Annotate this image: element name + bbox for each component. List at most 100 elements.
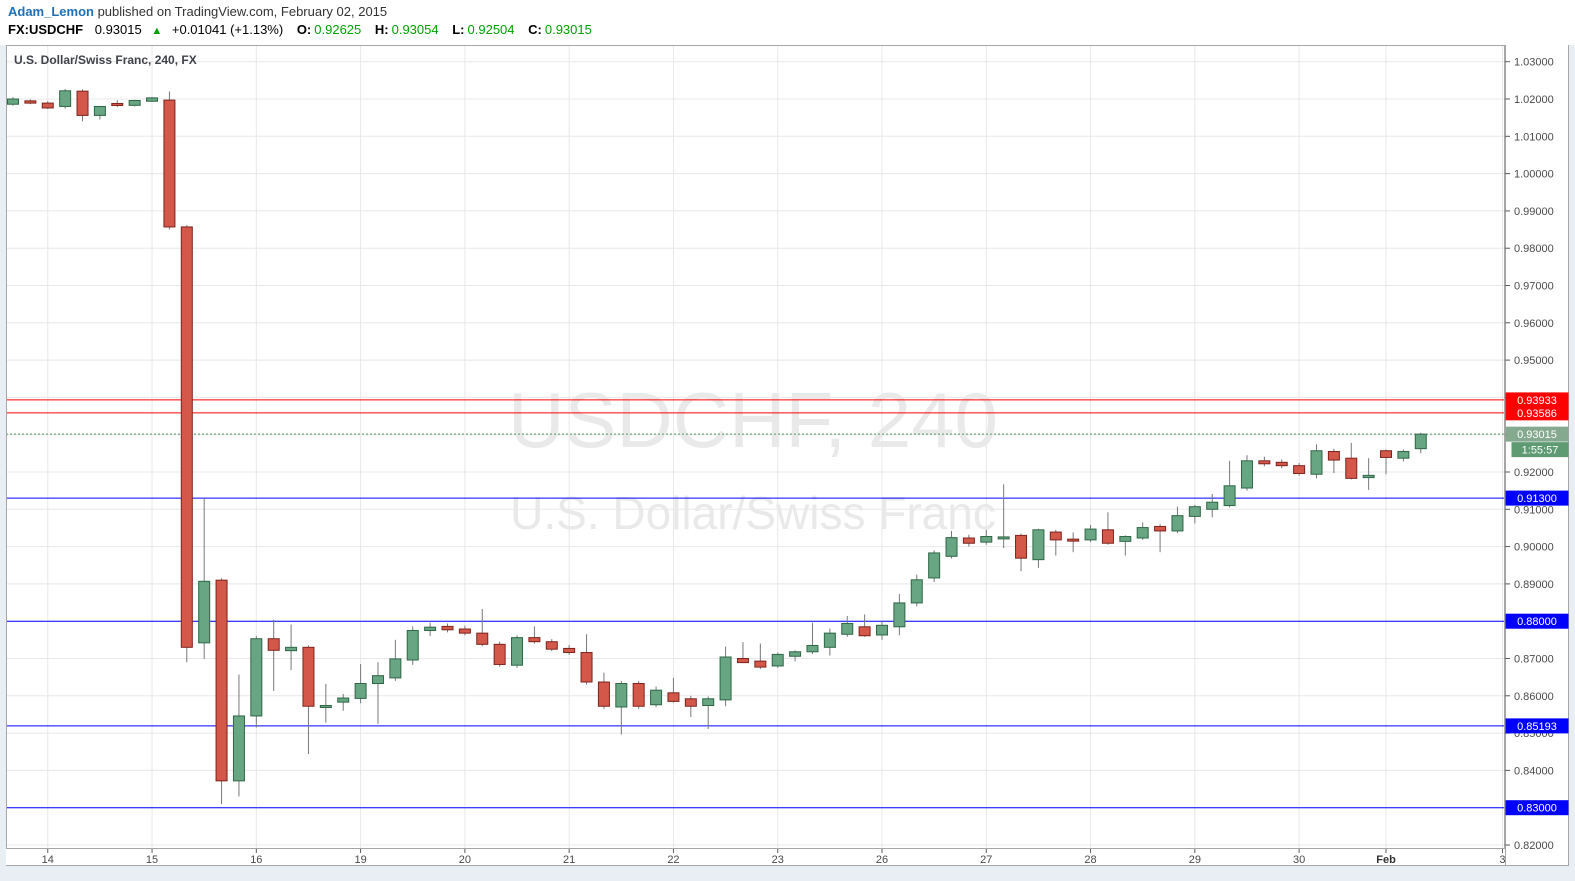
candle (632, 682, 645, 707)
publish-header: Adam_Lemon published on TradingView.com,… (0, 0, 1575, 45)
candle (476, 632, 489, 645)
close-label: C: (528, 22, 542, 37)
published-text: published on TradingView.com, February 0… (93, 4, 388, 19)
close-value: 0.93015 (544, 22, 592, 37)
candle (354, 682, 367, 699)
chart-legend-title[interactable]: U.S. Dollar/Swiss Franc, 240, FX (14, 53, 197, 67)
candle (406, 630, 419, 661)
candle (1154, 525, 1167, 532)
candle (1414, 433, 1427, 450)
x-axis-label: 29 (1189, 854, 1201, 866)
candle (1084, 528, 1097, 541)
candle (511, 637, 524, 666)
price-badge-resistance (1505, 405, 1569, 421)
candle (823, 632, 836, 648)
candle (1275, 461, 1288, 467)
candle (1206, 501, 1219, 510)
candle (1293, 465, 1306, 474)
candle (93, 105, 106, 116)
y-axis-label: 0.99000 (1514, 206, 1554, 218)
x-axis-label: 21 (563, 854, 575, 866)
candle (7, 98, 19, 105)
candle (1380, 450, 1393, 458)
candle (893, 602, 906, 628)
candle (789, 651, 802, 657)
price-badge-support (1505, 800, 1569, 816)
price-badge-label: 0.88000 (1517, 616, 1557, 628)
candle (163, 99, 176, 228)
y-axis-label: 0.96000 (1514, 318, 1554, 330)
candle (1327, 450, 1340, 461)
y-axis-label: 1.01000 (1514, 131, 1554, 143)
candle (41, 102, 54, 109)
candle (1101, 529, 1114, 544)
publish-info: Adam_Lemon published on TradingView.com,… (8, 4, 387, 19)
candle (528, 637, 541, 643)
candle (736, 658, 749, 664)
price-badge-label: 0.93933 (1517, 395, 1557, 407)
y-axis-label: 0.91000 (1514, 504, 1554, 516)
x-axis-label: 27 (980, 854, 992, 866)
chart-watermark-name: U.S. Dollar/Swiss Franc (510, 487, 996, 539)
low-label: L: (452, 22, 465, 37)
candle (267, 638, 280, 651)
candle (1362, 474, 1375, 479)
open-label: O: (296, 22, 312, 37)
x-axis-label: 20 (459, 854, 471, 866)
x-axis-label: 16 (250, 854, 262, 866)
candle (615, 682, 628, 708)
chart-watermark-symbol: USDCHF, 240 (508, 376, 998, 464)
x-axis-label: 14 (42, 854, 54, 866)
x-axis-label: 30 (1293, 854, 1305, 866)
chart-canvas[interactable]: USDCHF, 240 U.S. Dollar/Swiss Franc 1.0300… (6, 45, 1569, 866)
candle (128, 99, 141, 106)
y-axis-label: 0.87000 (1514, 654, 1554, 666)
candle (841, 622, 854, 635)
y-axis-label: 0.92000 (1514, 467, 1554, 479)
candle (146, 97, 159, 102)
candle (910, 579, 923, 604)
candle (563, 647, 576, 654)
candle (1188, 506, 1201, 517)
candle (337, 697, 350, 703)
price-badge-label: 0.93015 (1517, 429, 1557, 441)
candle (650, 689, 663, 706)
candle (76, 90, 89, 116)
candle (1032, 529, 1045, 561)
author-link[interactable]: Adam_Lemon (8, 4, 94, 19)
candle (493, 643, 506, 665)
price-badge-resistance (1505, 392, 1569, 408)
candle (59, 90, 72, 107)
candle (702, 698, 715, 706)
y-axis-label: 1.02000 (1514, 94, 1554, 106)
candle (232, 715, 245, 782)
candle (545, 641, 558, 650)
y-axis-label: 0.90000 (1514, 542, 1554, 554)
candle (302, 646, 315, 707)
candle (1310, 450, 1323, 475)
candle (771, 653, 784, 667)
candle (1258, 460, 1271, 465)
candle (962, 537, 975, 544)
candle (1345, 457, 1358, 479)
candle (250, 638, 263, 717)
candle (319, 704, 332, 708)
price-badge-support (1505, 490, 1569, 506)
candle (1119, 536, 1132, 542)
symbol-bar: FX:USDCHF 0.93015 ▲ +0.01041 (+1.13%) O:… (8, 22, 592, 37)
candle (1171, 515, 1184, 532)
time-scale-bg[interactable] (6, 849, 1505, 866)
price-badge-label: 0.93586 (1517, 408, 1557, 420)
open-value: 0.92625 (314, 22, 362, 37)
low-value: 0.92504 (467, 22, 515, 37)
price-badge-support (1505, 718, 1569, 734)
last-price: 0.93015 (94, 22, 142, 37)
price-change: +0.01041 (+1.13%) (171, 22, 284, 37)
candle (215, 579, 228, 782)
x-axis-label: 23 (772, 854, 784, 866)
countdown-label: 1:55:57 (1522, 445, 1559, 457)
candle (1049, 531, 1062, 541)
candle (928, 552, 941, 579)
y-axis-label: 0.82000 (1514, 840, 1554, 852)
y-axis-label: 0.84000 (1514, 765, 1554, 777)
